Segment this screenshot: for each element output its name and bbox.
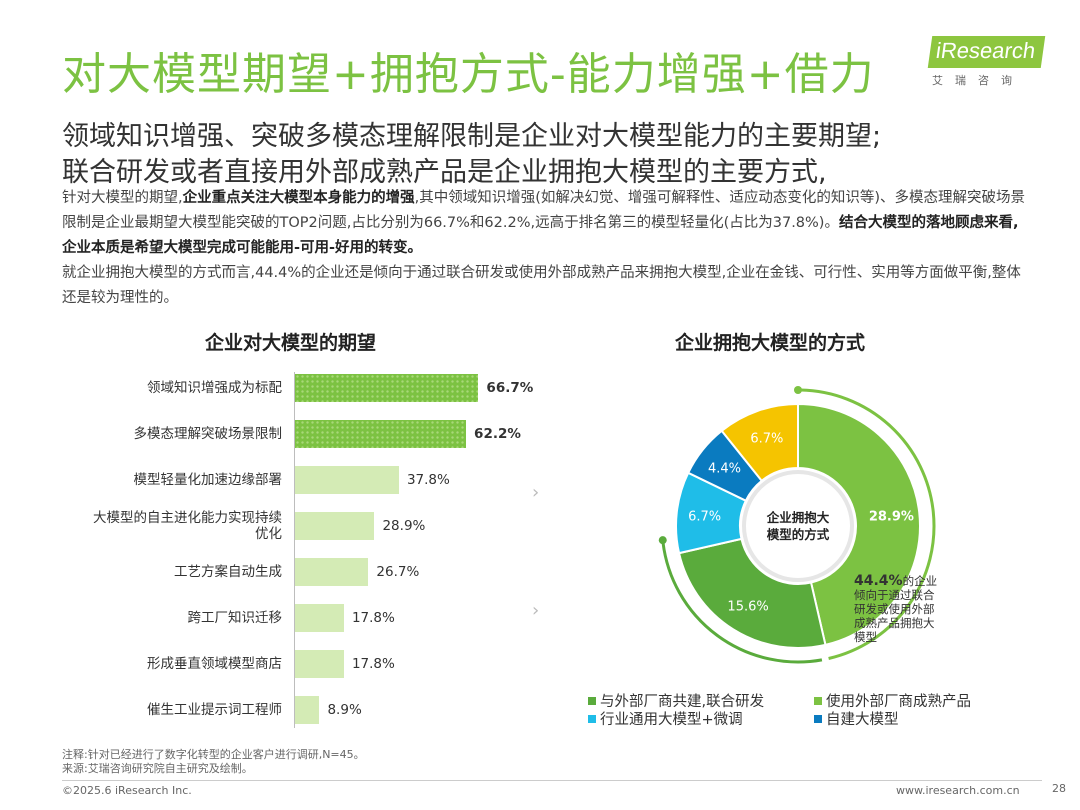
body-paragraph-1: 针对大模型的期望,企业重点关注大模型本身能力的增强,其中领域知识增强(如解决幻觉… (62, 186, 1032, 261)
subtitle-line-2: 联合研发或者直接用外部成熟产品是企业拥抱大模型的主要方式, (62, 157, 827, 188)
pie-bracket-dot (658, 536, 667, 545)
footnote-note: 注释:针对已经进行了数字化转型的企业客户进行调研,N=45。 (62, 748, 365, 761)
bar-value-label: 17.8% (351, 610, 395, 626)
bar-mark (295, 650, 344, 678)
page-number: 28 (1052, 782, 1066, 795)
bar-mark (295, 558, 369, 586)
pie-bracket-arc (661, 542, 823, 664)
bar-value-label: 66.7% (486, 380, 534, 396)
bar-row: 大模型的自主进化能力实现持续优化 28.9% (62, 510, 502, 542)
pie-bracket-arc (800, 388, 936, 660)
pie-slice-label: 15.6% (727, 600, 768, 615)
chevron-right-icon: › (532, 600, 540, 621)
bar-row: 跨工厂知识迁移 17.8% (62, 602, 502, 634)
logo-text: iResearch (927, 36, 1046, 68)
footer-url[interactable]: www.iresearch.com.cn (896, 784, 1020, 797)
pie-slice (677, 537, 827, 649)
body-p1-b: 企业重点关注大模型本身能力的增强 (182, 190, 415, 206)
bar-mark (295, 696, 320, 724)
legend-swatch (814, 714, 822, 723)
bar-category-label: 催生工业提示词工程师 (147, 702, 282, 718)
pie-slice-label: 6.7% (750, 431, 783, 446)
footer-company: ©2025.6 iResearch Inc. (62, 784, 192, 797)
legend-item: 自建大模型 (814, 708, 899, 729)
legend-swatch (814, 696, 822, 705)
bar-row: 形成垂直领域模型商店 17.8% (62, 648, 502, 680)
pie-chart-title: 企业拥抱大模型的方式 (675, 332, 866, 354)
bar-row: 领域知识增强成为标配 66.7% (62, 372, 533, 404)
bar-value-label: 8.9% (327, 702, 362, 718)
pie-slice (720, 402, 799, 483)
legend-swatch (588, 714, 596, 723)
pie-center (742, 470, 854, 582)
bar-value-label: 26.7% (376, 564, 420, 580)
legend-item: 行业通用大模型+微调 (588, 708, 743, 729)
body-p1-c: ,其中领域知识增强(如解决幻觉、增强可解释性、适应动态变化的知识等)、多模态理解… (62, 190, 1026, 231)
legend-item: 使用外部厂商成熟产品 (814, 690, 971, 711)
bar-mark (295, 512, 375, 540)
subtitle-line-1: 领域知识增强、突破多模态理解限制是企业对大模型能力的主要期望; (62, 121, 882, 152)
bar-category-label: 模型轻量化加速边缘部署 (133, 472, 283, 488)
footnote-source: 来源:艾瑞咨询研究院自主研究及绘制。 (62, 762, 253, 775)
bar-mark (295, 604, 344, 632)
body-p1-a: 针对大模型的期望, (62, 190, 183, 206)
pie-slice-label: 6.7% (688, 509, 721, 524)
bar-mark (295, 374, 479, 402)
legend-label: 与外部厂商共建,联合研发 (600, 694, 765, 710)
bar-mark (295, 466, 399, 494)
bar-value-label: 37.8% (406, 472, 450, 488)
bar-category-label: 形成垂直领域模型商店 (147, 656, 282, 672)
body-paragraph-2: 就企业拥抱大模型的方式而言,44.4%的企业还是倾向于通过联合研发或使用外部成熟… (62, 265, 1021, 306)
legend-swatch (588, 696, 596, 705)
footnote: 注释:针对已经进行了数字化转型的企业客户进行调研,N=45。 来源:艾瑞咨询研究… (62, 748, 365, 776)
legend-label: 自建大模型 (826, 712, 899, 728)
bar-value-label: 17.8% (351, 656, 395, 672)
bar-chart-title: 企业对大模型的期望 (205, 332, 377, 354)
bar-category-label: 多模态理解突破场景限制 (133, 426, 283, 442)
pie-bracket-dot (794, 386, 802, 394)
legend-label: 使用外部厂商成熟产品 (826, 694, 971, 710)
pie-chart: 28.9% 15.6% 6.7% 4.4% 6.7% 企业拥抱大模型的方式 (658, 386, 936, 664)
bar-category-label: 大模型的自主进化能力实现持续优化 (93, 510, 282, 542)
pie-center-label: 企业拥抱大 (766, 510, 830, 525)
legend-item: 与外部厂商共建,联合研发 (588, 690, 764, 711)
bar-chart: 领域知识增强成为标配 66.7% 多模态理解突破场景限制 62.2% 模型轻量化加速边缘… (62, 372, 533, 732)
bar-value-label: 62.2% (474, 426, 521, 442)
footer-divider (62, 780, 1042, 781)
pie-slice (797, 402, 921, 647)
body-p1-d: 结合大模型的落地顾虑来看,企业本质是希望大模型完成可能能用-可用-好用的转变。 (62, 215, 1019, 256)
page-title: 对大模型期望+拥抱方式-能力增强+借力 (62, 49, 875, 100)
bar-row: 催生工业提示词工程师 8.9% (62, 694, 502, 726)
pie-note-value: 44.4% (854, 573, 903, 589)
pie-slice-label: 28.9% (869, 509, 914, 524)
bar-category-label: 领域知识增强成为标配 (147, 380, 282, 396)
bar-value-label: 28.9% (382, 518, 426, 534)
bar-axis (294, 372, 295, 728)
bar-category-label: 跨工厂知识迁移 (187, 610, 283, 626)
pie-note-text: 的企业倾向于通过联合研发或使用外部成熟产品拥抱大模型 (854, 574, 938, 644)
pie-note: 44.4%的企业倾向于通过联合研发或使用外部成熟产品拥抱大模型 (854, 574, 938, 644)
pie-center-label: 模型的方式 (767, 527, 830, 542)
bar-category-label: 工艺方案自动生成 (174, 564, 282, 580)
bar-row: 模型轻量化加速边缘部署 37.8% (62, 464, 502, 496)
bar-row: 多模态理解突破场景限制 62.2% (62, 418, 521, 450)
iresearch-logo: iResearch 艾瑞咨询 (927, 36, 1050, 88)
chevron-right-icon: › (532, 482, 540, 503)
legend-label: 行业通用大模型+微调 (600, 712, 743, 728)
bar-mark (295, 420, 467, 448)
bar-row: 工艺方案自动生成 26.7% (62, 556, 502, 588)
logo-subtitle: 艾瑞咨询 (932, 74, 1024, 87)
pie-slice-label: 4.4% (708, 461, 741, 476)
